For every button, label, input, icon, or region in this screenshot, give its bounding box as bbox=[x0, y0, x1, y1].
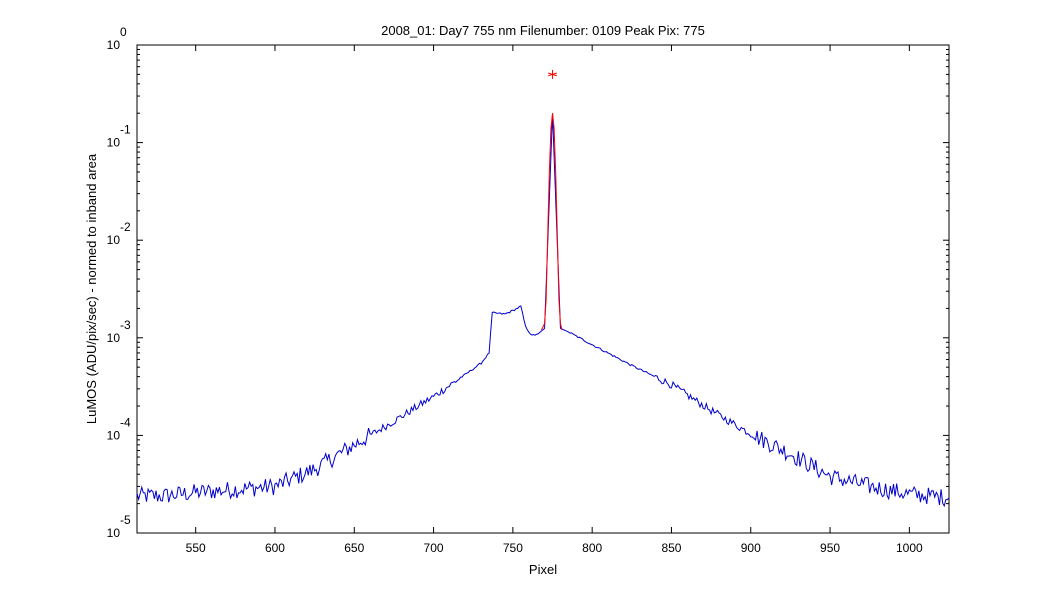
x-tick-label: 600 bbox=[265, 541, 285, 555]
y-tick-label-base: 10 bbox=[107, 428, 121, 442]
x-tick-label: 750 bbox=[503, 541, 523, 555]
x-tick-label: 950 bbox=[820, 541, 840, 555]
peak-marker-stroke bbox=[548, 72, 557, 77]
y-tick-label-exponent: -4 bbox=[120, 415, 131, 429]
x-axis: 550 600 650 700 750 800 850 900 950 1000 bbox=[186, 45, 923, 555]
y-tick-label-base: 10 bbox=[107, 526, 121, 540]
y-tick-label-exponent: 0 bbox=[120, 25, 127, 39]
y-tick-label-base: 10 bbox=[107, 38, 121, 52]
y-tick-label-exponent: -5 bbox=[120, 513, 131, 527]
marker-layer bbox=[548, 69, 557, 79]
plot-area bbox=[136, 44, 950, 534]
y-tick-label-exponent: -1 bbox=[120, 123, 131, 137]
x-tick-label: 850 bbox=[661, 541, 681, 555]
peak-marker bbox=[548, 69, 557, 79]
y-axis-label: LuMOS (ADU/pix/sec) - normed to inband a… bbox=[84, 153, 99, 424]
series-line-2 bbox=[540, 113, 563, 331]
y-tick-label-base: 10 bbox=[107, 136, 121, 150]
y-tick-label-base: 10 bbox=[107, 233, 121, 247]
x-tick-label: 550 bbox=[186, 541, 206, 555]
x-tick-label: 800 bbox=[582, 541, 602, 555]
x-tick-label: 1000 bbox=[896, 541, 923, 555]
series-layer bbox=[136, 113, 950, 508]
y-tick-label-base: 10 bbox=[107, 331, 121, 345]
x-axis-label: Pixel bbox=[529, 562, 557, 577]
x-tick-label: 900 bbox=[741, 541, 761, 555]
series-line-1 bbox=[136, 113, 950, 508]
y-tick-label-exponent: -2 bbox=[120, 220, 131, 234]
y-tick-label-exponent: -3 bbox=[120, 318, 131, 332]
x-tick-label: 650 bbox=[344, 541, 364, 555]
x-tick-label: 700 bbox=[424, 541, 444, 555]
chart-title: 2008_01: Day7 755 nm Filenumber: 0109 Pe… bbox=[381, 23, 705, 38]
